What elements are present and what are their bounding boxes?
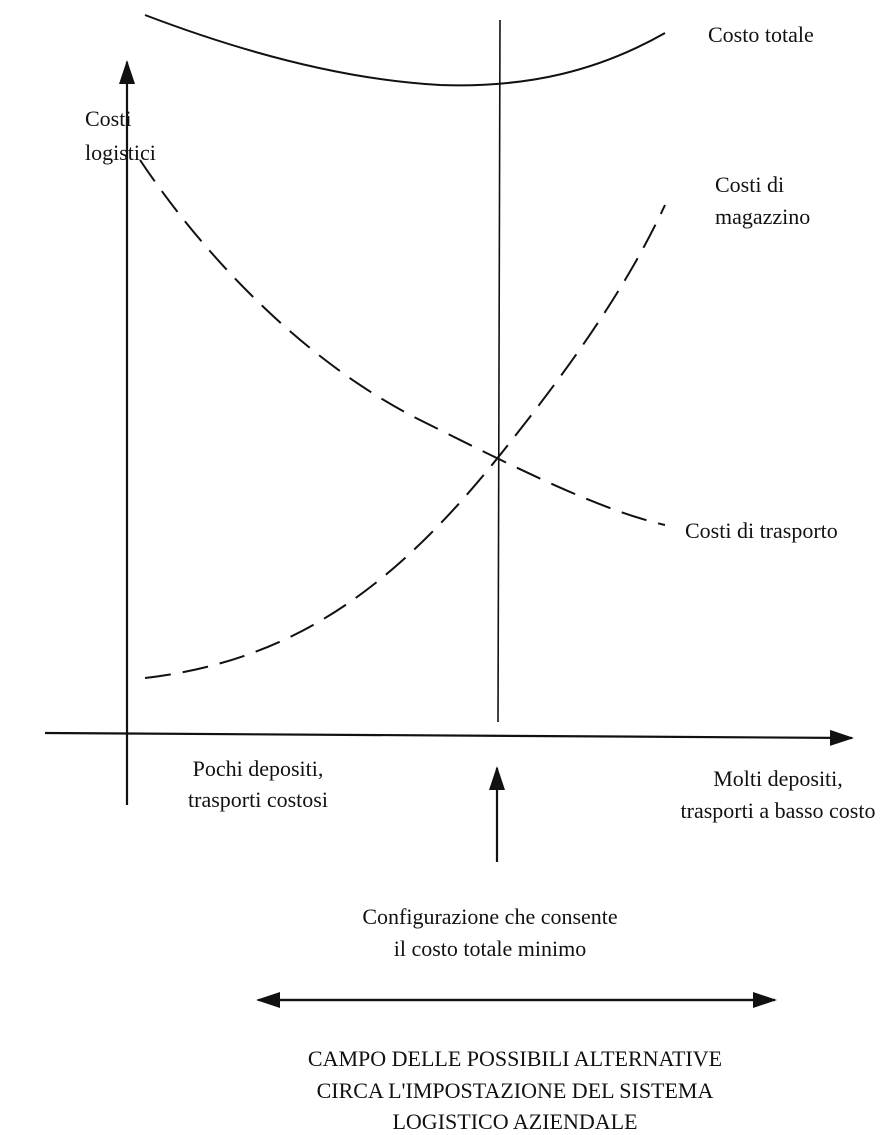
range-label: CIRCA L'IMPOSTAZIONE DEL SISTEMA xyxy=(317,1078,714,1103)
transport-cost-curve xyxy=(139,159,666,526)
left-end-label: Pochi depositi, xyxy=(193,756,324,781)
optimum-label: il costo totale minimo xyxy=(394,936,586,961)
warehouse-cost-label: Costi di xyxy=(715,172,784,197)
y-axis-label: logistici xyxy=(85,140,156,165)
transport-cost-label: Costi di trasporto xyxy=(685,518,838,543)
optimum-line xyxy=(497,19,501,723)
warehouse-cost-curve xyxy=(144,204,666,679)
range-label: CAMPO DELLE POSSIBILI ALTERNATIVE xyxy=(308,1046,722,1071)
x-axis xyxy=(44,729,854,746)
optimum-label: Configurazione che consente xyxy=(362,904,617,929)
warehouse-cost-label: magazzino xyxy=(715,204,810,229)
total-cost-curve xyxy=(144,14,666,87)
range-label: LOGISTICO AZIENDALE xyxy=(392,1109,637,1134)
total-cost-label: Costo totale xyxy=(708,22,814,47)
left-end-label: trasporti costosi xyxy=(188,787,328,812)
y-axis-label: Costi xyxy=(85,106,131,131)
right-end-label: Molti depositi, xyxy=(713,766,843,791)
right-end-label: trasporti a basso costo xyxy=(681,798,876,823)
